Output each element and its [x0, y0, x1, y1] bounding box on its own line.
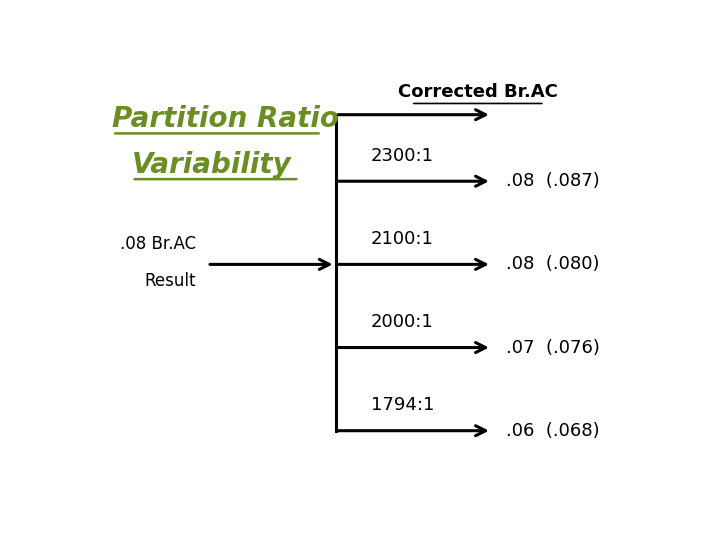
- Text: .08 Br.AC: .08 Br.AC: [120, 234, 196, 253]
- Text: .06  (.068): .06 (.068): [505, 422, 599, 440]
- Text: 2100:1: 2100:1: [371, 230, 434, 248]
- Text: Corrected Br.AC: Corrected Br.AC: [398, 83, 558, 101]
- Text: 2000:1: 2000:1: [371, 313, 434, 331]
- Text: Variability: Variability: [132, 151, 292, 179]
- Text: .07  (.076): .07 (.076): [505, 339, 600, 356]
- Text: .08  (.080): .08 (.080): [505, 255, 599, 273]
- Text: .08  (.087): .08 (.087): [505, 172, 600, 190]
- Text: Result: Result: [145, 272, 196, 290]
- Text: 1794:1: 1794:1: [371, 396, 434, 414]
- Text: 2300:1: 2300:1: [371, 146, 434, 165]
- Text: Partition Ratio: Partition Ratio: [112, 105, 339, 133]
